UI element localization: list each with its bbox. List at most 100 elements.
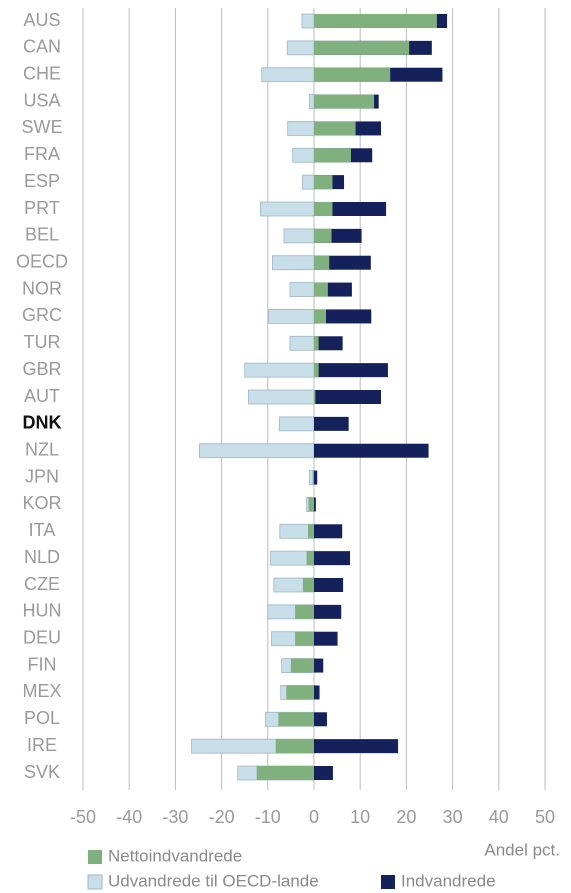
bar: [314, 604, 342, 619]
y-tick-label: DEU: [23, 627, 61, 647]
y-tick-label: FRA: [24, 144, 60, 164]
y-tick-label: GRC: [22, 305, 62, 325]
y-tick-label: OECD: [16, 251, 68, 271]
bar: [302, 174, 315, 190]
y-tick-label: SVK: [24, 762, 60, 782]
bar: [314, 282, 328, 297]
bar: [314, 685, 320, 700]
y-tick-label: ITA: [29, 520, 56, 540]
bar: [314, 363, 319, 378]
bar: [287, 121, 315, 136]
bar: [314, 309, 372, 324]
x-tick-label: -50: [70, 807, 96, 827]
legend-label: Nettoindvandrede: [108, 846, 242, 865]
bar: [290, 658, 314, 673]
bar: [314, 658, 324, 673]
bar: [199, 443, 315, 459]
bar: [314, 551, 351, 566]
bar: [244, 362, 315, 378]
bar: [260, 201, 315, 217]
x-tick-label: 20: [396, 807, 416, 827]
bar: [314, 443, 429, 458]
bar: [268, 309, 315, 324]
bar: [289, 335, 315, 351]
bar: [314, 309, 327, 324]
bar: [283, 228, 315, 244]
y-tick-label: SWE: [21, 117, 62, 137]
bar: [275, 739, 314, 754]
x-tick-label: 0: [309, 807, 319, 827]
y-tick-label: KOR: [22, 493, 61, 513]
bar: [314, 40, 410, 55]
y-tick-label: CAN: [23, 37, 61, 57]
bar: [256, 766, 314, 780]
bar: [314, 94, 375, 109]
bar: [314, 416, 349, 431]
bar: [272, 255, 315, 271]
bar: [261, 67, 315, 83]
y-tick-label: NLD: [24, 547, 60, 567]
bar: [278, 416, 315, 432]
y-tick-label: ESP: [24, 171, 60, 191]
y-tick-label: BEL: [25, 225, 59, 245]
x-tick-label: 40: [489, 807, 509, 827]
legend-label: Indvandrede: [401, 871, 496, 890]
bar: [286, 40, 315, 56]
bar: [308, 497, 314, 512]
bar: [314, 766, 333, 780]
y-tick-label: DNK: [23, 413, 62, 433]
legend-swatch: [88, 850, 102, 864]
x-axis-label: Andel pct.: [484, 840, 560, 859]
y-tick-label: GBR: [22, 359, 61, 379]
bar: [247, 389, 315, 405]
bar: [314, 148, 351, 163]
bar: [314, 578, 344, 592]
bar: [314, 363, 388, 378]
bar: [314, 228, 332, 243]
bar: [314, 336, 343, 351]
bar: [314, 497, 316, 512]
y-tick-label: HUN: [23, 601, 62, 621]
x-tick-label: -40: [116, 807, 142, 827]
y-tick-label: FIN: [28, 654, 57, 674]
y-tick-label: AUT: [24, 386, 60, 406]
y-tick-label: POL: [24, 708, 60, 728]
bar: [278, 712, 314, 727]
y-tick-label: JPN: [25, 466, 59, 486]
legend-swatch: [381, 875, 395, 889]
bar: [312, 470, 314, 485]
bar: [292, 147, 315, 163]
y-tick-label: PRT: [24, 198, 60, 218]
bar: [314, 390, 316, 404]
y-tick-label: NOR: [22, 278, 62, 298]
y-tick-label: TUR: [24, 332, 61, 352]
y-tick-label: CHE: [23, 63, 61, 83]
bar: [314, 524, 343, 539]
x-tick-label: -30: [162, 807, 188, 827]
bar: [308, 94, 315, 109]
bar: [314, 255, 330, 270]
bar: [314, 14, 437, 28]
y-tick-label: MEX: [22, 681, 61, 701]
bar: [314, 202, 333, 216]
y-tick-label: IRE: [27, 735, 57, 755]
bar: [295, 604, 314, 619]
bar: [314, 390, 381, 404]
bar: [295, 631, 314, 646]
x-tick-label: -10: [255, 807, 281, 827]
bar: [307, 524, 314, 539]
y-tick-label: CZE: [24, 574, 60, 594]
bar: [301, 13, 315, 29]
bar: [314, 631, 338, 646]
x-tick-label: -20: [209, 807, 235, 827]
legend-swatch: [87, 874, 103, 890]
bar: [314, 175, 333, 190]
bar: [306, 551, 314, 566]
x-tick-label: 30: [443, 807, 463, 827]
bar: [314, 67, 391, 82]
bar: [314, 336, 319, 351]
x-tick-label: 10: [350, 807, 370, 827]
x-tick-label: 50: [535, 807, 555, 827]
bar: [286, 685, 314, 700]
